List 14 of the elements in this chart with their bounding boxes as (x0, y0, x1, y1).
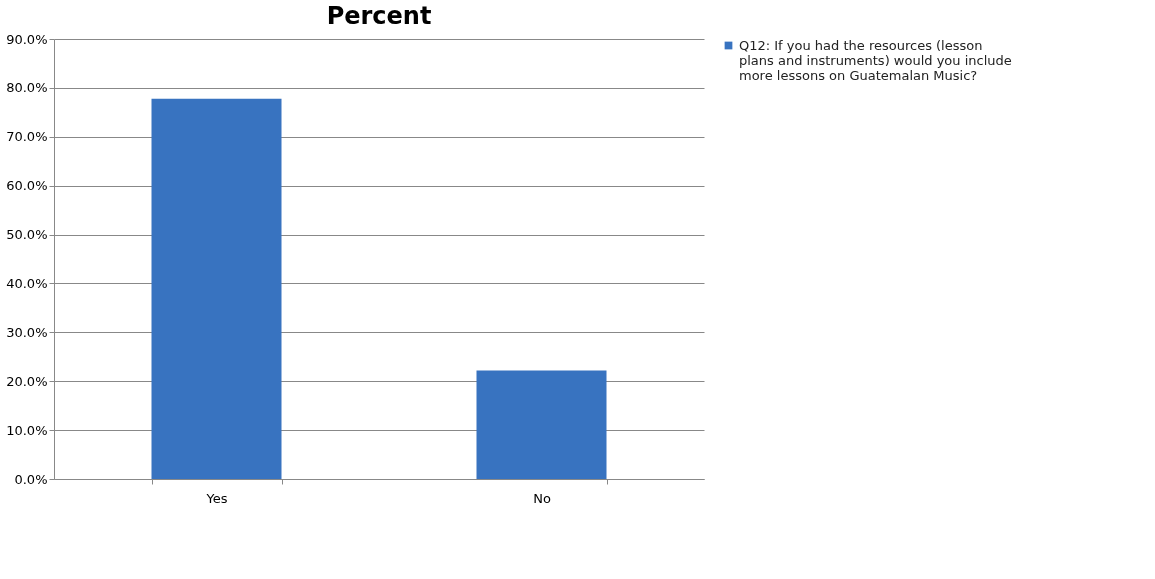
y-tick-label: 0.0% (14, 471, 48, 487)
x-tick-label: Yes (205, 490, 228, 506)
chart-title: Percent (326, 2, 432, 30)
y-tick-label: 60.0% (6, 178, 48, 194)
y-tick-label: 10.0% (6, 422, 48, 438)
y-tick-label: 20.0% (6, 373, 48, 389)
y-tick-label: 90.0% (6, 31, 48, 47)
y-tick-label: 40.0% (6, 275, 48, 291)
y-tick-label: 30.0% (6, 324, 48, 340)
legend-label: Q12: If you had the resources (lesson plans and instruments) would you include more lessons on Guatemalan Music? (739, 37, 1012, 83)
x-tick-label: No (533, 490, 551, 506)
y-tick-label: 50.0% (6, 227, 48, 243)
y-tick-label: 70.0% (6, 129, 48, 145)
y-tick-label: 80.0% (6, 80, 48, 96)
